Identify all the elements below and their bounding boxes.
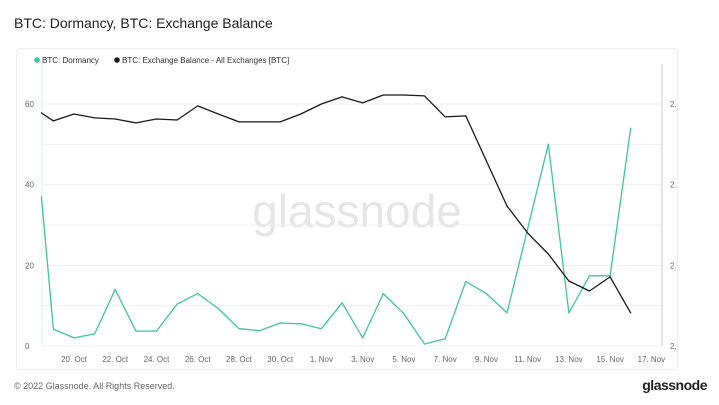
watermark: glassnode (252, 185, 462, 237)
data-point (94, 117, 96, 119)
data-point (423, 95, 426, 97)
y-right-tick-label: 2.425M (670, 100, 677, 109)
data-point (630, 312, 632, 314)
data-point (609, 276, 611, 278)
data-point (630, 127, 632, 129)
data-point (279, 322, 281, 324)
data-point (94, 333, 96, 335)
data-point (300, 113, 302, 115)
chart: glassnode 0 20 40 60 2.275M 2.325M 2.375M 2.425M… (25, 56, 677, 364)
data-point (320, 328, 323, 330)
data-point (382, 94, 384, 96)
data-point (320, 103, 323, 105)
data-point (114, 288, 116, 291)
data-point (465, 115, 467, 117)
data-point (135, 330, 137, 332)
data-point (52, 328, 54, 330)
data-point (73, 113, 75, 115)
data-point (362, 337, 364, 339)
x-tick-label: 7. Nov (434, 355, 457, 364)
legend-marker (34, 57, 40, 63)
y-left-tick-label: 40 (25, 181, 34, 190)
data-point (40, 112, 43, 114)
y-left-tick-label: 0 (25, 342, 30, 351)
data-point (403, 94, 405, 96)
data-point (73, 337, 75, 339)
data-point (300, 323, 302, 325)
data-point (217, 307, 219, 310)
data-point (258, 121, 261, 123)
data-point (588, 275, 591, 277)
data-point (506, 205, 508, 207)
x-tick-label: 22. Oct (102, 355, 129, 364)
data-point (155, 118, 158, 120)
data-point (382, 292, 384, 295)
data-point (403, 313, 405, 315)
data-point (547, 253, 549, 255)
y-right-tick-label: 2.325M (670, 261, 677, 270)
data-point (485, 292, 487, 295)
data-point (52, 120, 54, 122)
data-point (40, 196, 43, 198)
data-point (444, 338, 446, 340)
data-point (609, 275, 611, 277)
glassnode-logo: glassnode (642, 377, 707, 393)
series-line-dormancy (40, 128, 632, 345)
data-point (217, 113, 219, 115)
data-point (197, 292, 199, 295)
data-point (506, 312, 508, 314)
y-right-tick-label: 2.275M (670, 342, 677, 351)
x-tick-label: 30. Oct (267, 355, 294, 364)
data-point (465, 280, 467, 283)
data-point (114, 118, 116, 120)
chart-card: glassnode 0 20 40 60 2.275M 2.325M 2.375M 2.425M… (16, 48, 678, 370)
legend-marker (114, 57, 120, 63)
data-point (258, 330, 261, 332)
data-point (547, 143, 549, 145)
y-left-tick-label: 20 (25, 261, 34, 270)
data-point (197, 105, 199, 107)
data-point (588, 290, 591, 292)
x-tick-label: 5. Nov (392, 355, 415, 364)
x-tick-label: 3. Nov (351, 355, 374, 364)
x-tick-label: 13. Nov (555, 355, 583, 364)
y-right-tick-label: 2.375M (670, 181, 677, 190)
x-tick-label: 17. Nov (638, 355, 666, 364)
data-point (176, 119, 178, 121)
data-point (155, 330, 158, 332)
x-tick-label: 24. Oct (144, 355, 171, 364)
x-tick-label: 15. Nov (596, 355, 624, 364)
x-tick-label: 1. Nov (310, 355, 333, 364)
x-tick-label: 9. Nov (475, 355, 498, 364)
copyright: © 2022 Glassnode. All Rights Reserved. (14, 381, 175, 391)
x-tick-label: 11. Nov (514, 355, 541, 364)
data-point (527, 228, 529, 230)
data-point (527, 232, 529, 234)
x-tick-label: 20. Oct (61, 355, 88, 364)
data-point (362, 102, 364, 104)
data-point (176, 303, 178, 305)
legend-label: BTC: Exchange Balance - All Exchanges [B… (122, 56, 289, 65)
data-point (568, 280, 570, 282)
data-point (568, 312, 570, 314)
chart-title: BTC: Dormancy, BTC: Exchange Balance (14, 15, 273, 31)
legend-label: BTC: Dormancy (42, 56, 99, 65)
data-point (279, 121, 281, 123)
data-point (341, 96, 343, 98)
series-line-exchange-balance (41, 94, 632, 314)
data-point (341, 302, 343, 304)
y-left-tick-label: 60 (25, 100, 34, 109)
data-point (485, 160, 487, 162)
data-point (444, 116, 446, 118)
x-tick-label: 28. Oct (226, 355, 253, 364)
data-point (423, 343, 426, 345)
data-point (135, 122, 137, 124)
data-point (238, 121, 240, 123)
data-point (238, 328, 240, 330)
x-tick-label: 26. Oct (185, 355, 212, 364)
